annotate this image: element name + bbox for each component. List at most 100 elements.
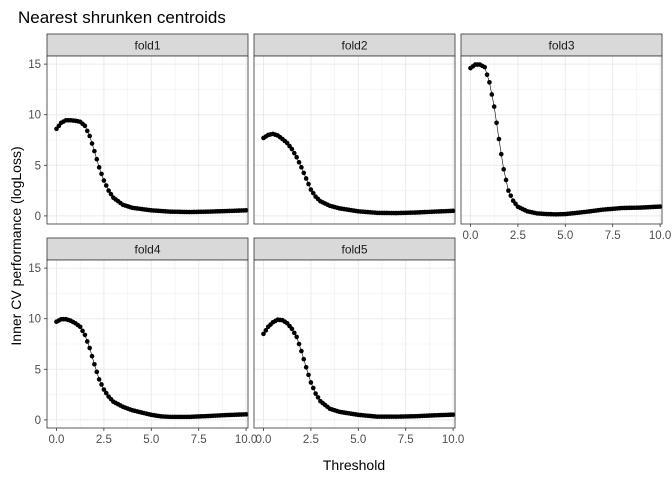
data-point [301, 170, 307, 176]
panel-border [253, 55, 456, 225]
data-point [303, 364, 309, 370]
facet-panel-fold4: fold4 0 5 10 15 0.0 2.5 5.0 7.5 10.0 [28, 237, 257, 446]
y-tick-label: 10 [28, 314, 41, 326]
data-point [506, 188, 511, 193]
y-tick-label: 10 [28, 110, 41, 122]
y-tick-label: 15 [28, 59, 41, 71]
data-point [96, 377, 102, 382]
facet-panel-fold1: fold1 0 5 10 15 [28, 33, 249, 225]
x-axis-title: Threshold [323, 457, 385, 473]
data-point [315, 395, 321, 400]
data-point [92, 148, 97, 154]
data-point [243, 412, 249, 417]
data-point [313, 391, 318, 396]
data-point [303, 176, 309, 181]
data-point [92, 361, 97, 367]
x-tick-label: 2.5 [303, 434, 319, 446]
data-point [487, 80, 492, 85]
data-point [301, 356, 307, 362]
data-point [101, 178, 107, 183]
panel-border [46, 259, 249, 429]
data-point [87, 133, 92, 139]
data-point [306, 372, 311, 378]
data-point [103, 183, 109, 188]
y-tick-label: 0 [35, 211, 41, 223]
data-point [89, 353, 95, 359]
x-tick-label: 10.0 [649, 230, 671, 242]
data-point [491, 104, 497, 109]
x-tick-label: 7.5 [398, 434, 414, 446]
data-point [289, 146, 295, 152]
data-point [310, 385, 316, 391]
x-tick-label: 7.5 [191, 434, 207, 446]
data-point [294, 334, 299, 340]
facet-strip-label: fold4 [134, 243, 160, 257]
x-tick-label: 7.5 [605, 230, 621, 242]
data-point [89, 141, 95, 146]
data-point [103, 390, 109, 396]
data-point [261, 331, 266, 337]
facet-strip-label: fold3 [548, 39, 574, 53]
data-point [108, 191, 114, 197]
data-point [106, 188, 111, 193]
data-point [296, 341, 302, 347]
data-point [299, 348, 304, 354]
panel-border [460, 55, 663, 225]
data-point [503, 177, 509, 183]
data-point [489, 92, 495, 97]
x-tick-label: 2.5 [96, 434, 112, 446]
data-point [99, 382, 104, 387]
data-point [94, 156, 100, 162]
data-point [294, 154, 299, 160]
y-tick-label: 0 [35, 415, 41, 427]
data-point [306, 181, 311, 187]
data-point [494, 120, 499, 126]
data-point [291, 150, 297, 156]
panel-border [46, 55, 249, 225]
data-point [99, 171, 104, 177]
x-tick-label: 0.0 [48, 434, 64, 446]
x-tick-label: 5.0 [350, 434, 366, 446]
data-point [263, 328, 269, 333]
facet-strip-label: fold1 [134, 39, 160, 53]
facet-panel-fold2: fold2 [253, 33, 456, 225]
x-tick-label: 0.0 [255, 434, 271, 446]
data-point [482, 64, 488, 70]
data-point [82, 123, 88, 129]
facet-panel-fold5: fold5 0.0 2.5 5.0 7.5 10.0 [253, 237, 464, 446]
data-point [101, 387, 107, 392]
facet-panel-fold3: fold3 0.0 2.5 5.0 7.5 10.0 [460, 33, 671, 242]
data-point [243, 208, 249, 213]
data-point [310, 190, 316, 196]
y-axis-title: Inner CV performance (logLoss) [8, 146, 24, 345]
panel-border [253, 259, 456, 429]
x-tick-label: 5.0 [143, 434, 159, 446]
data-point [291, 330, 297, 336]
data-point [657, 204, 663, 209]
data-point [94, 369, 100, 375]
data-point [96, 165, 102, 170]
x-tick-label: 10.0 [442, 434, 464, 446]
x-tick-label: 10.0 [235, 434, 257, 446]
data-point [498, 151, 504, 157]
facet-strip-label: fold5 [341, 243, 367, 257]
data-point [299, 165, 304, 170]
data-point [296, 159, 302, 165]
data-point [496, 136, 502, 142]
data-point [87, 345, 92, 351]
data-point [308, 380, 314, 385]
x-tick-label: 0.0 [462, 230, 478, 242]
data-point [84, 339, 90, 344]
y-tick-label: 5 [35, 364, 41, 376]
data-point [84, 128, 90, 134]
chart-title: Nearest shrunken centroids [18, 8, 226, 27]
data-point [82, 332, 88, 338]
data-point [80, 328, 85, 334]
data-point [308, 187, 314, 192]
x-tick-label: 5.0 [557, 230, 573, 242]
data-point [484, 72, 490, 78]
x-tick-label: 2.5 [510, 230, 526, 242]
data-point [508, 193, 514, 198]
